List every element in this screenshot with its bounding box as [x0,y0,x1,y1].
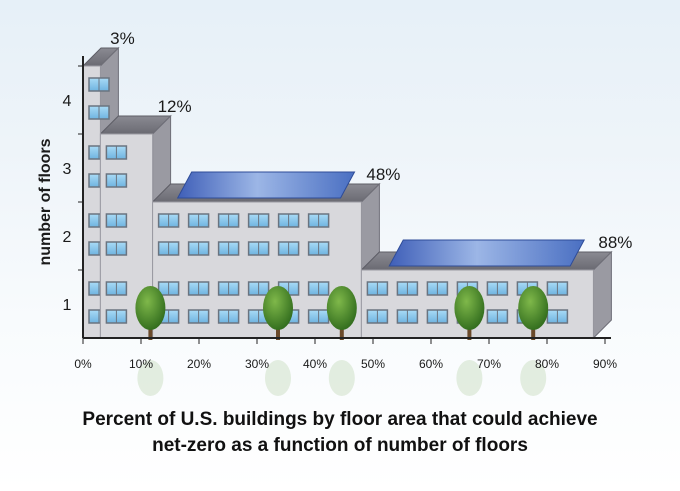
y-axis-label: number of floors [37,138,54,265]
tree-icon [518,286,549,330]
y-tick-label: 2 [63,229,72,246]
data-label-3-floors: 12% [158,97,192,116]
tree-reflection [137,360,164,396]
x-tick-label: 90% [593,357,617,371]
tree-trunk [148,326,153,340]
chart-title-line-2: net-zero as a function of number of floo… [152,435,528,456]
tree-icon [326,286,357,330]
x-tick-label: 0% [74,357,92,371]
solar-panel-icon [388,239,586,267]
tree-trunk [339,326,344,340]
chart-axes: 0% 10% 20% 30% 40% 50% 60% 70% 80% 90% 1 2 3 4 number … [37,56,617,371]
x-tick-label: 70% [477,357,501,371]
tree-icon [135,286,166,330]
x-tick-label: 30% [245,357,269,371]
x-tick-label: 80% [535,357,559,371]
solar-panel-icon [176,171,356,199]
x-tick-label: 20% [187,357,211,371]
x-tick-label: 50% [361,357,385,371]
tree-reflection [265,360,291,396]
data-label-1-floors: 88% [598,233,632,252]
chart-labels: 3% 12% 48% 88% [110,29,632,252]
y-tick-label: 3 [63,161,72,178]
tree-reflection [456,360,483,396]
data-label-2-floors: 48% [366,165,400,184]
y-tick-label: 1 [63,297,72,314]
chart-title-line-1: Percent of U.S. buildings by floor area … [82,409,598,430]
y-tick-label: 4 [63,93,72,110]
tree-reflection [328,360,355,396]
tree-reflection [520,360,547,396]
tree-trunk [276,326,280,340]
data-label-4-floors: 3% [110,29,135,48]
x-tick-label: 40% [303,357,327,371]
x-tick-label: 60% [419,357,443,371]
tree-trunk [467,326,472,340]
building-chart [81,46,613,396]
tree-icon [454,286,485,330]
tree-trunk [531,326,536,340]
x-tick-label: 10% [129,357,153,371]
tree-icon [263,286,293,330]
